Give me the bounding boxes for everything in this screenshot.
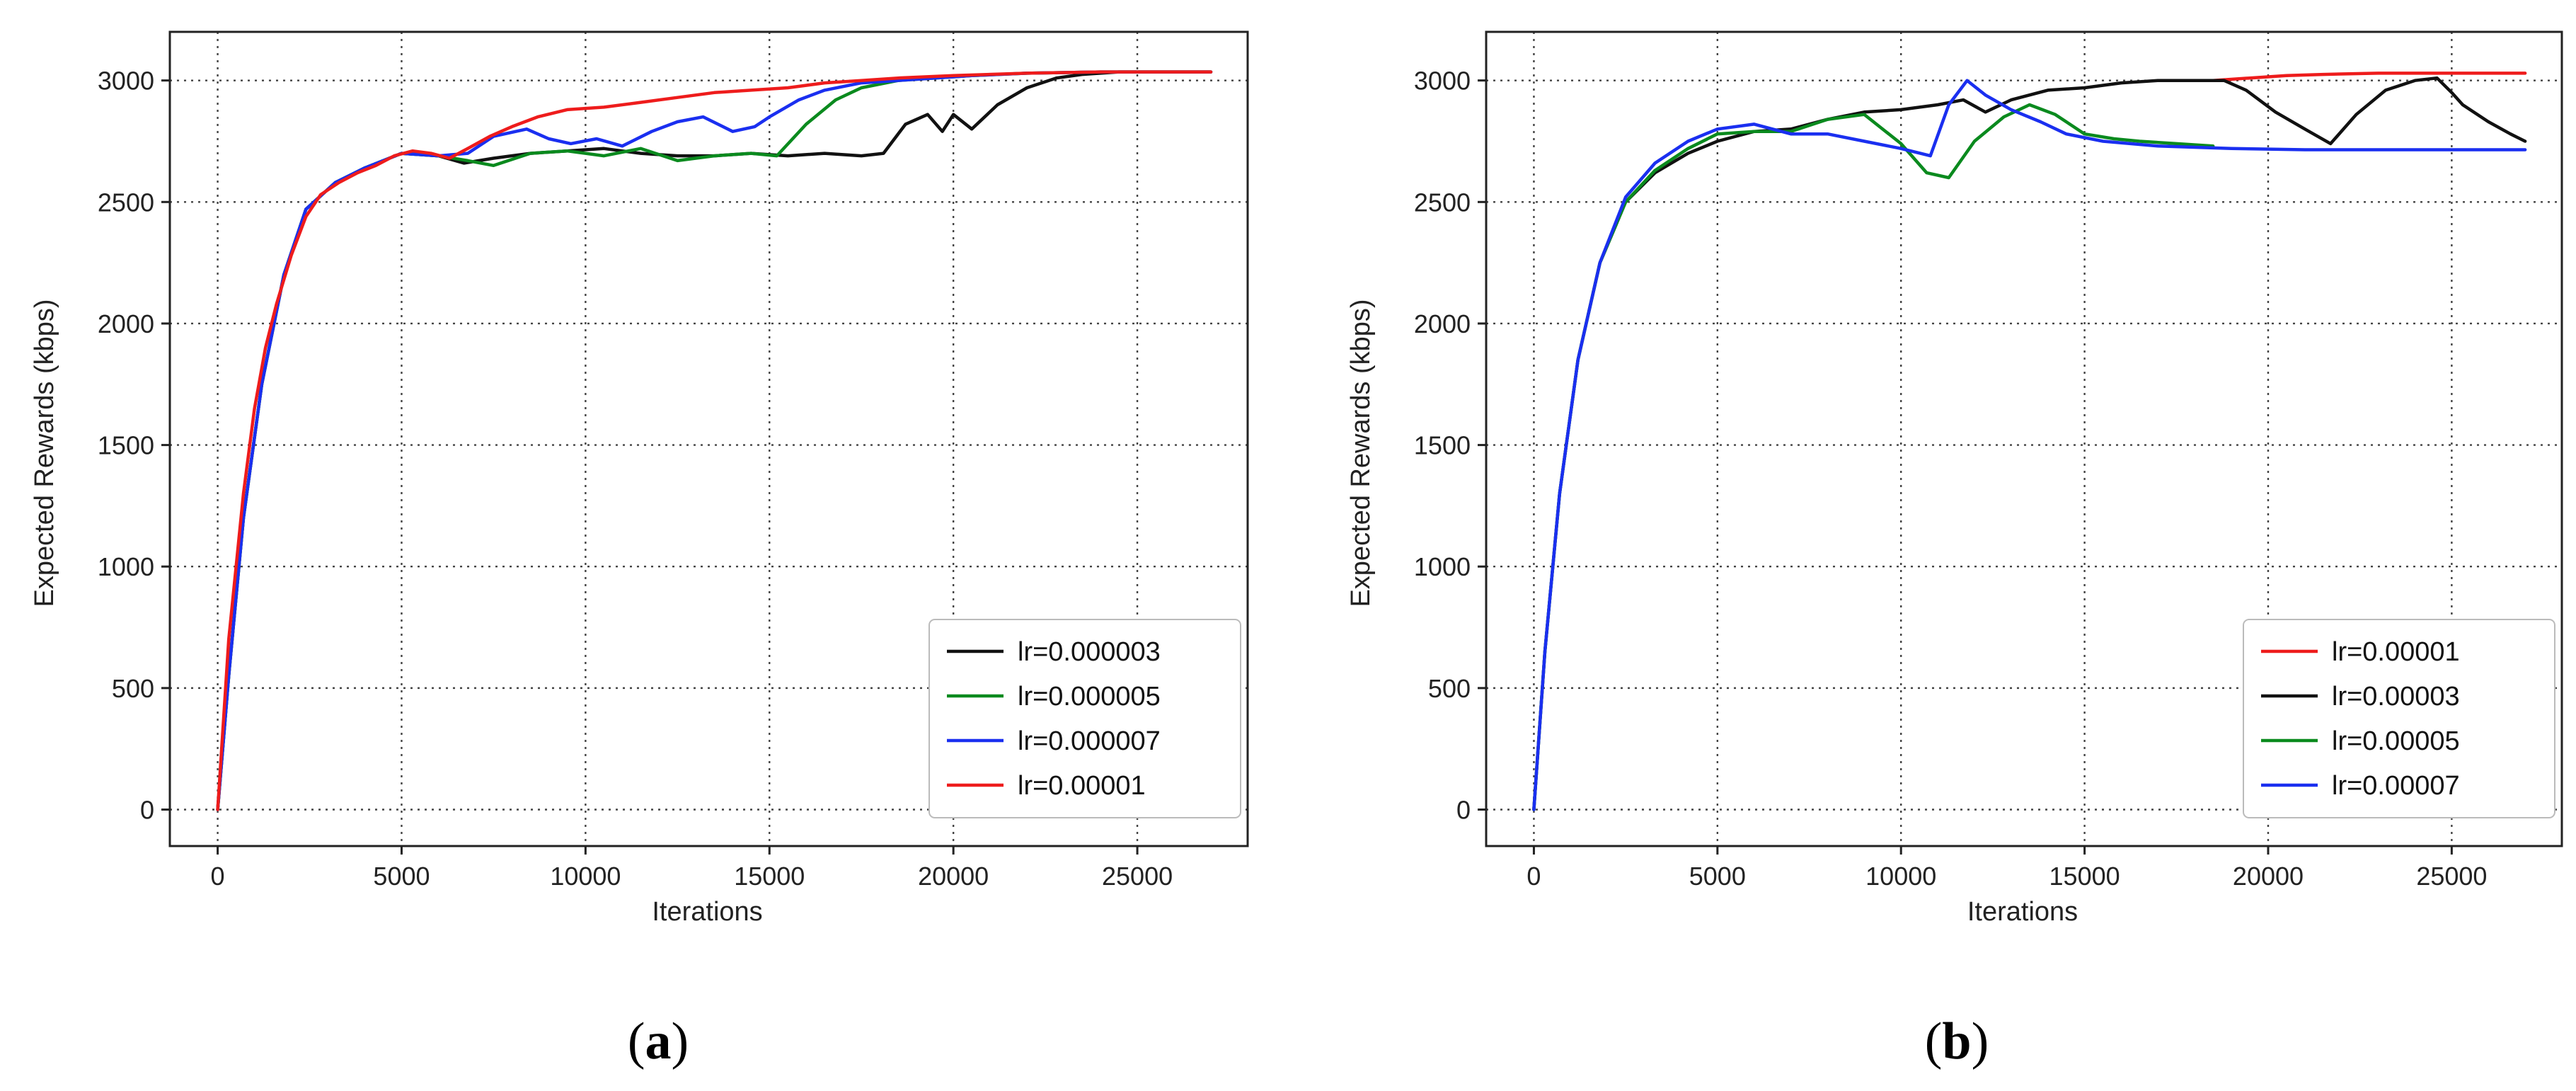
caption-open-paren: ( — [628, 1012, 645, 1070]
panel-caption: (a) — [628, 1012, 689, 1070]
legend: lr=0.00001 lr=0.00003 lr=0.00005 lr=0.00007 — [2243, 619, 2555, 818]
legend-entry-label: lr=0.000005 — [1018, 682, 1161, 712]
legend-entry-label: lr=0.000003 — [1018, 637, 1161, 667]
plot-frame — [168, 30, 1249, 847]
legend-entry-label: lr=0.000007 — [1018, 726, 1161, 756]
y-tick-label: 500 — [1428, 674, 1471, 703]
chart-panel-b: 0 5000 10000 15000 20000 25000 0 500 1000 1500 200… — [1346, 30, 2563, 1070]
chart-panel-a: 0 5000 10000 15000 20000 25000 0 500 1000 1500 200… — [30, 30, 1249, 1070]
series-line-1 — [2211, 72, 2527, 82]
y-tick-label: 3000 — [1414, 67, 1471, 96]
caption-close-paren: ) — [672, 1012, 689, 1070]
series-line-3 — [216, 70, 1213, 811]
legend-entry-label: lr=0.00001 — [1018, 771, 1146, 801]
caption-open-paren: ( — [1925, 1012, 1943, 1070]
y-tick-label: 1000 — [98, 552, 154, 581]
legend-entry-label: lr=0.00003 — [2332, 682, 2460, 712]
caption-letter: a — [645, 1012, 672, 1070]
legend-entry-label: lr=0.00005 — [2332, 726, 2460, 756]
series-line-4 — [216, 70, 1213, 811]
y-tick-label: 1500 — [1414, 431, 1471, 460]
y-tick-label: 2000 — [98, 309, 154, 338]
x-tick-label: 0 — [211, 862, 225, 891]
panel-caption: (b) — [1925, 1012, 1989, 1070]
x-tick-label: 25000 — [2416, 862, 2487, 891]
x-axis-label: Iterations — [652, 897, 762, 927]
y-tick-label: 3000 — [98, 67, 154, 96]
x-tick-label: 20000 — [918, 862, 989, 891]
y-tick-label: 2500 — [98, 188, 154, 217]
y-axis-label: Expected Rewards (kbps) — [30, 299, 59, 607]
x-tick-label: 10000 — [1865, 862, 1936, 891]
x-tick-label: 20000 — [2233, 862, 2304, 891]
plot-frame — [1485, 30, 2563, 847]
y-tick-label: 500 — [112, 674, 154, 703]
x-tick-label: 5000 — [373, 862, 430, 891]
legend-box — [2243, 619, 2555, 818]
y-tick-label: 0 — [140, 796, 154, 825]
series-line-2 — [1532, 76, 2527, 811]
y-tick-label: 2000 — [1414, 309, 1471, 338]
legend-box — [928, 619, 1241, 818]
caption-letter: b — [1942, 1012, 1971, 1070]
x-axis-label: Iterations — [1967, 897, 2078, 927]
legend-entry-label: lr=0.00001 — [2332, 637, 2460, 667]
x-tick-label: 15000 — [734, 862, 805, 891]
legend-entry-label: lr=0.00007 — [2332, 771, 2460, 801]
y-axis-label: Expected Rewards (kbps) — [1346, 299, 1376, 607]
series-line-3 — [1532, 103, 2215, 811]
x-tick-label: 25000 — [1102, 862, 1173, 891]
series-line-4 — [1532, 79, 2527, 811]
legend: lr=0.000003 lr=0.000005 lr=0.000007 lr=0.00… — [928, 619, 1241, 818]
y-tick-label: 2500 — [1414, 188, 1471, 217]
x-tick-label: 15000 — [2049, 862, 2120, 891]
y-tick-label: 0 — [1456, 796, 1471, 825]
caption-close-paren: ) — [1972, 1012, 1989, 1070]
y-tick-label: 1500 — [98, 431, 154, 460]
x-tick-label: 0 — [1526, 862, 1541, 891]
x-tick-label: 5000 — [1689, 862, 1746, 891]
x-tick-label: 10000 — [550, 862, 621, 891]
y-tick-label: 1000 — [1414, 552, 1471, 581]
